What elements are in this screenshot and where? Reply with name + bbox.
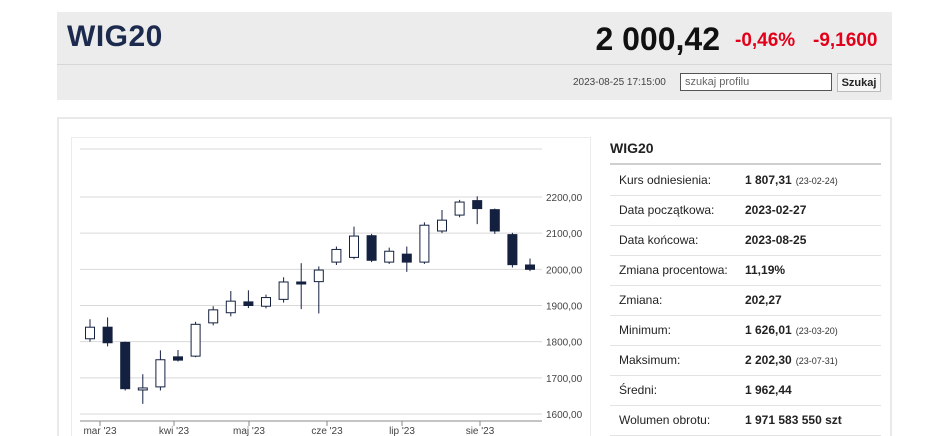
stats-date: (23-02-24) bbox=[795, 175, 838, 186]
candle-body bbox=[437, 219, 447, 232]
candle-body bbox=[173, 356, 183, 361]
stats-value: 1 971 583 550 szt bbox=[745, 405, 881, 436]
candle-body bbox=[102, 326, 113, 344]
stats-label: Data końcowa: bbox=[610, 225, 745, 256]
stats-value-text: 1 962,44 bbox=[745, 383, 792, 397]
y-tick-label: 2200,00 bbox=[546, 193, 583, 204]
candle-body bbox=[525, 264, 535, 270]
x-tick-label: maj '23 bbox=[233, 426, 265, 436]
candle-body bbox=[472, 200, 483, 210]
stats-value: 1 962,44 bbox=[745, 375, 881, 406]
index-title: WIG20 bbox=[67, 20, 163, 53]
candle-body bbox=[419, 224, 430, 263]
candle-body bbox=[278, 281, 289, 300]
y-tick-label: 2000,00 bbox=[546, 265, 583, 276]
candle-body bbox=[507, 234, 518, 266]
info-panel: WIG20 Kurs odniesienia: 1 807,31 (23-02-24… bbox=[610, 135, 881, 436]
stats-label: Średni: bbox=[610, 375, 745, 406]
search-button[interactable]: Szukaj bbox=[837, 73, 881, 92]
stats-label: Maksimum: bbox=[610, 345, 745, 376]
candle-body bbox=[489, 209, 500, 232]
candle-body bbox=[190, 323, 201, 357]
stats-value-text: 2 202,30 bbox=[745, 353, 792, 367]
quote-timestamp: 2023-08-25 17:15:00 bbox=[573, 77, 666, 88]
candle-body bbox=[313, 269, 324, 283]
header-divider bbox=[57, 64, 892, 65]
candle-body bbox=[225, 300, 236, 314]
y-tick-label: 1700,00 bbox=[546, 374, 583, 385]
stats-label: Data początkowa: bbox=[610, 195, 745, 226]
info-title: WIG20 bbox=[610, 135, 881, 165]
stats-value-text: 1 626,01 bbox=[745, 323, 792, 337]
stats-date: (23-07-31) bbox=[795, 356, 838, 366]
stats-row: Data końcowa: 2023-08-25 bbox=[610, 225, 881, 256]
stats-value: 202,27 bbox=[745, 285, 881, 316]
stats-value: 1 807,31 (23-02-24) bbox=[745, 165, 881, 196]
candle-body bbox=[137, 387, 148, 391]
x-tick-label: cze '23 bbox=[311, 426, 343, 436]
chart-area: 1600,00 1700,00 1800,00 1900,00 2000,00 2100,… bbox=[71, 137, 591, 436]
candlestick-chart: 1600,00 1700,00 1800,00 1900,00 2000,00 2100,… bbox=[80, 148, 583, 436]
candle-body bbox=[296, 281, 307, 285]
y-tick-label: 1800,00 bbox=[546, 338, 583, 349]
x-tick-label: mar '23 bbox=[83, 426, 116, 436]
candle-body bbox=[349, 235, 359, 258]
stats-row: Średni: 1 962,44 bbox=[610, 375, 881, 406]
stats-value: 11,19% bbox=[745, 255, 881, 286]
candle-body bbox=[120, 341, 131, 390]
quote-header: WIG20 2 000,42 -0,46% -9,1600 2023-08-25… bbox=[57, 12, 892, 100]
search-profile-input[interactable] bbox=[680, 73, 832, 91]
candle-body bbox=[208, 309, 219, 324]
x-tick-label: sie '23 bbox=[466, 426, 495, 436]
stats-value-text: 1 971 583 550 szt bbox=[745, 413, 842, 427]
stats-row: Data początkowa: 2023-02-27 bbox=[610, 195, 881, 226]
stats-table: Kurs odniesienia: 1 807,31 (23-02-24) Data … bbox=[610, 165, 881, 436]
candle-body bbox=[384, 250, 395, 263]
stats-label: Zmiana: bbox=[610, 285, 745, 316]
stats-value: 1 626,01 (23-03-20) bbox=[745, 315, 881, 346]
stats-date: (23-03-20) bbox=[795, 326, 838, 336]
stats-value-text: 2023-02-27 bbox=[745, 203, 807, 217]
candle-body bbox=[366, 235, 377, 261]
candle-body bbox=[155, 359, 166, 388]
stats-value-text: 1 807,31 bbox=[745, 172, 792, 187]
candle-body bbox=[331, 248, 342, 263]
stats-label: Zmiana procentowa: bbox=[610, 255, 745, 286]
chart-panel: 1600,00 1700,00 1800,00 1900,00 2000,00 2100,… bbox=[57, 117, 892, 436]
stats-row: Kurs odniesienia: 1 807,31 (23-02-24) bbox=[610, 165, 881, 196]
stats-value: 2 202,30 (23-07-31) bbox=[745, 345, 881, 376]
stats-value-text: 202,27 bbox=[745, 293, 782, 307]
stats-label: Wolumen obrotu: bbox=[610, 405, 745, 436]
change-percent: -0,46% bbox=[735, 30, 796, 51]
stats-value-text: 11,19% bbox=[745, 263, 786, 277]
candle-body bbox=[454, 201, 465, 216]
stats-label: Kurs odniesienia: bbox=[610, 165, 745, 196]
stats-value: 2023-02-27 bbox=[745, 195, 881, 226]
stats-value-text: 2023-08-25 bbox=[745, 233, 807, 247]
stats-row: Minimum: 1 626,01 (23-03-20) bbox=[610, 315, 881, 346]
stats-label: Minimum: bbox=[610, 315, 745, 346]
index-price: 2 000,42 bbox=[595, 21, 720, 57]
y-tick-label: 1600,00 bbox=[546, 410, 583, 421]
candle-body bbox=[85, 326, 95, 340]
stats-row: Maksimum: 2 202,30 (23-07-31) bbox=[610, 345, 881, 376]
stats-row: Zmiana: 202,27 bbox=[610, 285, 881, 316]
stats-row: Wolumen obrotu: 1 971 583 550 szt bbox=[610, 405, 881, 436]
y-tick-label: 2100,00 bbox=[546, 229, 583, 240]
x-tick-label: lip '23 bbox=[389, 426, 415, 436]
candle-body bbox=[401, 253, 412, 263]
y-tick-label: 1900,00 bbox=[546, 302, 583, 313]
candle-body bbox=[243, 301, 254, 306]
stats-row: Zmiana procentowa: 11,19% bbox=[610, 255, 881, 286]
stats-value: 2023-08-25 bbox=[745, 225, 881, 256]
x-tick-label: kwi '23 bbox=[159, 426, 190, 436]
change-absolute: -9,1600 bbox=[813, 30, 878, 51]
candle-body bbox=[261, 297, 271, 307]
